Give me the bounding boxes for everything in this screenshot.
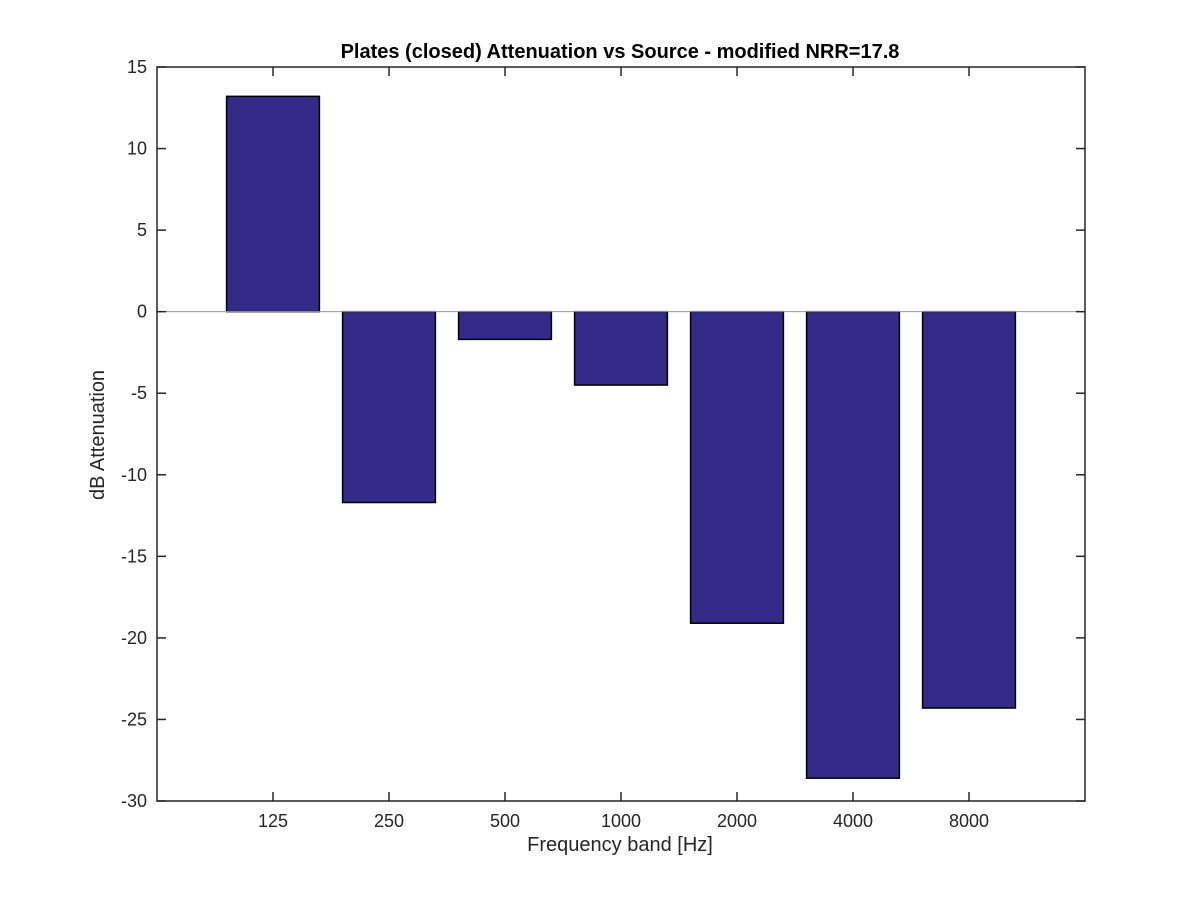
chart-title: Plates (closed) Attenuation vs Source - … bbox=[341, 41, 900, 63]
y-tick-label: -20 bbox=[121, 628, 147, 648]
x-tick-label: 2000 bbox=[717, 811, 757, 831]
bar-2000 bbox=[689, 310, 785, 624]
y-tick-label: -25 bbox=[121, 709, 147, 729]
x-tick-label: 8000 bbox=[949, 811, 989, 831]
x-axis-ticks: 125 250 500 1000 2000 4000 8000 bbox=[258, 67, 989, 831]
bar-500 bbox=[457, 310, 553, 341]
y-axis-label: dB Attenuation bbox=[87, 370, 109, 500]
y-tick-label: -30 bbox=[121, 791, 147, 811]
x-tick-label: 500 bbox=[490, 811, 520, 831]
x-axis-label: Frequency band [Hz] bbox=[527, 834, 713, 856]
x-tick-label: 125 bbox=[258, 811, 288, 831]
bar-1000 bbox=[573, 310, 669, 386]
x-tick-label: 4000 bbox=[833, 811, 873, 831]
bars-group bbox=[225, 95, 1017, 779]
y-tick-label: -5 bbox=[131, 383, 147, 403]
bar-8000 bbox=[921, 310, 1017, 709]
bar-250 bbox=[341, 310, 437, 504]
x-tick-label: 1000 bbox=[601, 811, 641, 831]
y-axis-ticks: 15 10 5 0 -5 -10 -15 -20 -25 -30 bbox=[121, 57, 1085, 811]
bar-125 bbox=[225, 95, 321, 313]
x-tick-label: 250 bbox=[374, 811, 404, 831]
bar-4000 bbox=[805, 310, 901, 779]
y-tick-label: 10 bbox=[127, 139, 147, 159]
y-tick-label: 5 bbox=[137, 220, 147, 240]
y-tick-label: -10 bbox=[121, 465, 147, 485]
y-tick-label: -15 bbox=[121, 546, 147, 566]
y-tick-label: 15 bbox=[127, 57, 147, 77]
y-tick-label: 0 bbox=[137, 302, 147, 322]
